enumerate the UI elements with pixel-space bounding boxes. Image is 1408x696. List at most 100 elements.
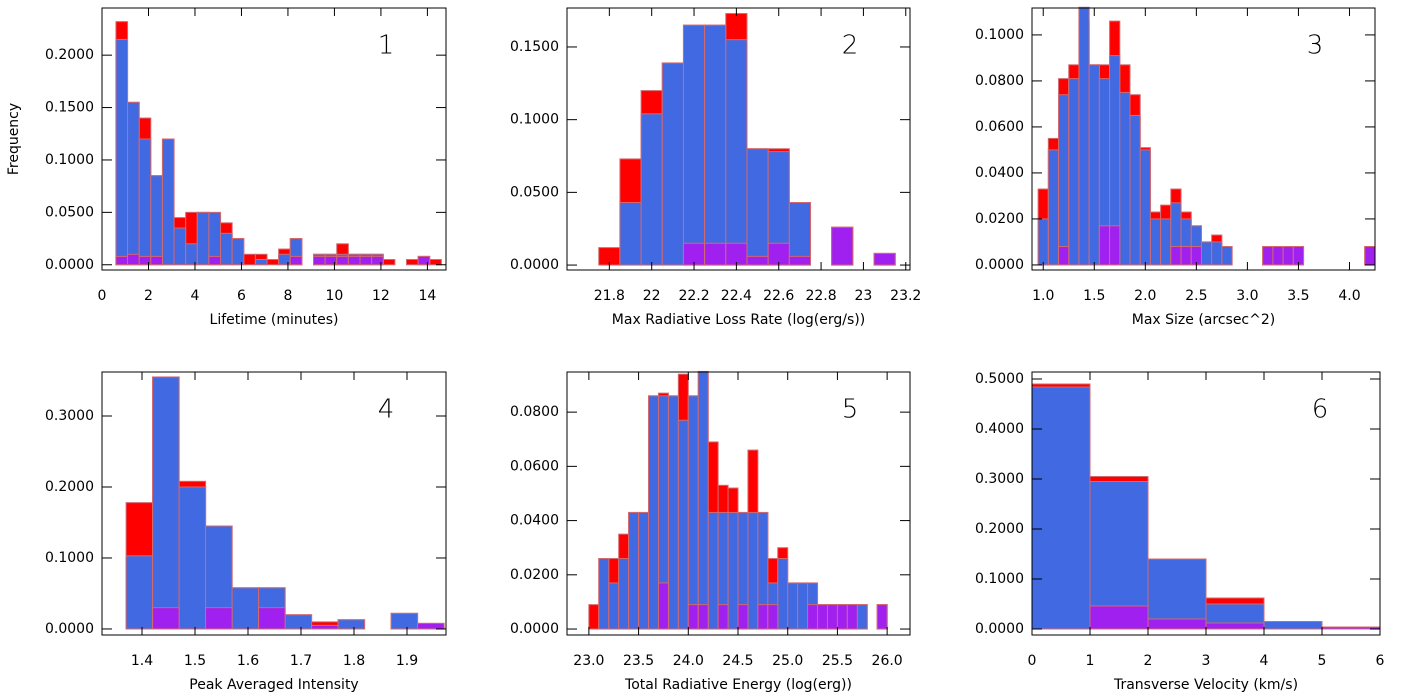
x-tick-label: 2 <box>1144 653 1153 669</box>
x-tick-label: 25.5 <box>822 653 853 669</box>
histogram-bar <box>831 226 854 266</box>
histogram-bar <box>598 558 610 630</box>
histogram-bar <box>1119 91 1131 266</box>
y-tick-label: 0.0000 <box>45 257 94 273</box>
x-axis-label: Transverse Velocity (km/s) <box>1113 677 1298 693</box>
histogram-bar <box>243 253 256 266</box>
histogram-bar <box>127 101 140 266</box>
x-tick-label: 2 <box>144 288 153 304</box>
x-tick-label: 1.5 <box>184 653 206 669</box>
x-tick-label: 1.7 <box>290 653 312 669</box>
x-axis-label: Total Radiative Energy (log(erg)) <box>624 677 852 693</box>
histogram-bar <box>677 419 689 630</box>
histogram-bar <box>205 607 233 630</box>
y-tick-label: 0.5000 <box>975 371 1024 387</box>
histogram-bar <box>1180 246 1192 266</box>
y-tick-label: 0.0600 <box>975 119 1024 135</box>
histogram-bar <box>1109 225 1121 266</box>
histogram-bar <box>173 227 187 266</box>
histogram-bar <box>667 395 679 630</box>
y-tick-label: 0.0400 <box>510 513 559 529</box>
histogram-bar <box>289 255 303 266</box>
histogram-bar <box>405 259 419 266</box>
x-tick-label: 25.0 <box>772 653 803 669</box>
histogram-bar <box>359 255 373 266</box>
y-tick-label: 0.0500 <box>45 204 94 220</box>
x-tick-label: 4 <box>191 288 200 304</box>
histogram-bar <box>767 604 779 630</box>
histogram-bar <box>628 511 640 630</box>
y-tick-label: 0.1000 <box>45 152 94 168</box>
x-axis-label: Max Size (arcsec^2) <box>1132 312 1275 328</box>
histogram-bar <box>707 511 719 630</box>
histogram-bar <box>876 604 888 630</box>
histogram-bar <box>185 243 198 266</box>
histogram-bar <box>196 211 210 266</box>
histogram-bar <box>747 511 759 630</box>
x-tick-label: 6 <box>1376 653 1385 669</box>
histogram-bar <box>161 138 175 266</box>
y-tick-label: 0.2000 <box>45 479 94 495</box>
histogram-bar <box>640 113 663 266</box>
histogram-bar <box>873 252 896 266</box>
histogram-bar <box>788 202 811 266</box>
x-tick-label: 1 <box>1086 653 1095 669</box>
x-tick-label: 22.4 <box>721 288 752 304</box>
y-tick-label: 0.0600 <box>510 458 559 474</box>
y-tick-label: 0.0500 <box>510 184 559 200</box>
x-tick-label: 6 <box>237 288 246 304</box>
histogram-bar <box>220 232 233 266</box>
x-tick-label: 23.2 <box>890 288 921 304</box>
histogram-bar <box>115 38 129 266</box>
x-tick-label: 22.8 <box>805 288 836 304</box>
x-tick-label: 3 <box>1202 653 1211 669</box>
histogram-bar <box>737 604 749 630</box>
x-axis-label: Max Radiative Loss Rate (log(erg/s)) <box>612 312 865 328</box>
histogram-bar <box>1160 218 1172 266</box>
y-tick-label: 0.0000 <box>975 257 1024 273</box>
histogram-bar <box>836 604 848 630</box>
y-tick-label: 0.2000 <box>975 521 1024 537</box>
x-tick-label: 0 <box>1028 653 1037 669</box>
y-tick-label: 0.4000 <box>975 421 1024 437</box>
x-tick-label: 21.8 <box>594 288 625 304</box>
x-axis-label: Peak Averaged Intensity <box>189 677 358 693</box>
y-tick-label: 0.0800 <box>975 73 1024 89</box>
y-tick-label: 0.0800 <box>510 404 559 420</box>
histogram-bar <box>324 255 338 266</box>
panel-annotation: 5 <box>842 395 859 425</box>
histogram-bar <box>807 604 819 630</box>
y-tick-label: 0.1500 <box>45 100 94 116</box>
y-tick-label: 0.1000 <box>975 27 1024 43</box>
histogram-bar <box>1170 246 1182 266</box>
histogram-bar <box>138 255 152 266</box>
histogram-bar <box>284 614 313 630</box>
histogram-bar <box>608 582 620 630</box>
x-tick-label: 2.0 <box>1134 288 1156 304</box>
histogram-bar <box>682 242 706 266</box>
y-tick-label: 0.1000 <box>45 550 94 566</box>
x-tick-label: 5 <box>1318 653 1327 669</box>
x-tick-label: 23 <box>855 288 873 304</box>
histogram-bar <box>717 604 729 630</box>
y-tick-label: 0.2000 <box>45 47 94 63</box>
histogram-bar <box>1272 246 1284 266</box>
histogram-bar <box>727 511 739 630</box>
x-tick-label: 26.0 <box>872 653 903 669</box>
histogram-bar <box>777 558 789 630</box>
x-tick-label: 1.5 <box>1083 288 1105 304</box>
histogram-bar <box>704 242 727 266</box>
histogram-bar <box>1088 64 1100 266</box>
histogram-bar <box>697 604 709 630</box>
histogram-bar <box>1058 246 1070 266</box>
panel-annotation: 2 <box>842 31 859 61</box>
histogram-bar <box>1282 246 1294 266</box>
histogram-bar <box>125 555 154 630</box>
x-tick-label: 22.2 <box>678 288 709 304</box>
histogram-bar <box>619 202 642 266</box>
histogram-bar <box>429 259 442 266</box>
histogram-bar <box>208 255 222 266</box>
histogram-bar <box>1263 621 1323 630</box>
x-tick-label: 4 <box>1260 653 1269 669</box>
x-tick-label: 0 <box>98 288 107 304</box>
